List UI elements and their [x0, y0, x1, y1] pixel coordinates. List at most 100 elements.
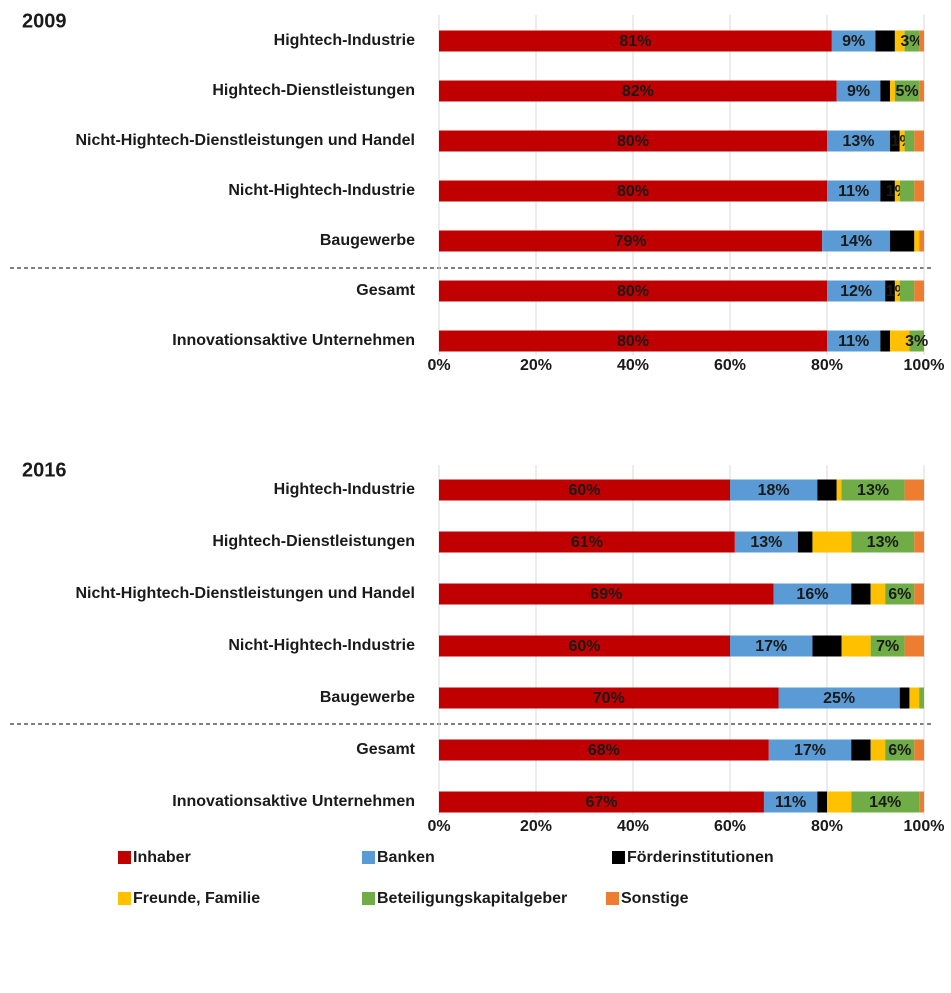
bar-segment — [851, 531, 915, 553]
bar-segment — [439, 739, 769, 761]
legend-label: Sonstige — [621, 890, 689, 907]
bar-segment — [919, 687, 924, 709]
bar-segment — [894, 80, 920, 102]
data-label: 82% — [622, 83, 654, 100]
legend-label: Inhaber — [133, 849, 191, 866]
legend-swatch — [612, 851, 625, 864]
bar-segment — [919, 791, 924, 813]
data-label: 67% — [585, 794, 617, 811]
bar-segment — [812, 531, 852, 553]
bar-segment — [439, 330, 827, 352]
category-label: Hightech-Dienstleistungen — [212, 82, 415, 99]
x-tick-label: 80% — [811, 357, 843, 374]
x-tick-label: 100% — [904, 818, 945, 835]
bar-segment — [890, 230, 915, 252]
bar-segment — [439, 583, 774, 605]
legend-swatch — [362, 851, 375, 864]
bar-segment — [909, 687, 920, 709]
data-label: 9% — [842, 33, 865, 50]
data-label: 14% — [840, 233, 872, 250]
legend-label: Beteiligungskapitalgeber — [377, 890, 567, 907]
data-label: 6% — [888, 742, 911, 759]
x-tick-label: 20% — [520, 818, 552, 835]
data-label: 3% — [905, 333, 928, 350]
data-label: 11% — [775, 794, 806, 811]
bar-segment — [919, 30, 924, 52]
bar-segment — [822, 230, 891, 252]
bar-segment — [439, 130, 827, 152]
category-label: Hightech-Dienstleistungen — [212, 533, 415, 550]
chart-title: 2009 — [22, 10, 67, 32]
data-label: 17% — [794, 742, 826, 759]
bar-segment — [851, 583, 871, 605]
bar-segment — [439, 230, 823, 252]
x-tick-label: 60% — [714, 818, 746, 835]
x-tick-label: 100% — [904, 357, 945, 374]
bar-segment — [797, 531, 813, 553]
bar-segment — [880, 180, 895, 202]
category-label: Hightech-Industrie — [274, 481, 415, 498]
bar-segment — [899, 180, 915, 202]
bar-segment — [841, 635, 871, 657]
legend-swatch — [362, 892, 375, 905]
legend-label: Freunde, Familie — [133, 890, 260, 907]
data-label: 11% — [838, 333, 869, 350]
bar-segment — [914, 739, 924, 761]
category-label: Nicht-Hightech-Industrie — [228, 182, 415, 199]
bar-segment — [890, 130, 900, 152]
bar-segment — [890, 330, 910, 352]
bar-segment — [439, 531, 735, 553]
data-label: 6% — [888, 586, 911, 603]
bar-segment — [841, 479, 905, 501]
legend-swatch — [118, 892, 131, 905]
bar-segment — [919, 80, 924, 102]
bar-segment — [914, 280, 924, 302]
data-label: 60% — [568, 482, 600, 499]
bar-segment — [880, 80, 891, 102]
bar-segment — [817, 479, 837, 501]
bar-segment — [885, 280, 895, 302]
bar-segment — [439, 30, 832, 52]
category-label: Nicht-Hightech-Industrie — [228, 637, 415, 654]
bar-segment — [730, 635, 813, 657]
bar-segment — [914, 583, 924, 605]
bar-segment — [914, 130, 924, 152]
data-label: 7% — [876, 638, 899, 655]
category-label: Hightech-Industrie — [274, 32, 415, 49]
data-label: 13% — [867, 534, 899, 551]
bar-segment — [439, 687, 779, 709]
data-label: 80% — [617, 333, 649, 350]
bar-segment — [439, 80, 837, 102]
data-label: 80% — [617, 183, 649, 200]
data-label: 61% — [571, 534, 603, 551]
bar-segment — [831, 30, 876, 52]
bar-segment — [730, 479, 818, 501]
bar-segment — [870, 583, 886, 605]
data-label: 9% — [847, 83, 870, 100]
category-label: Gesamt — [356, 741, 415, 758]
bar-segment — [885, 739, 915, 761]
data-label: 80% — [617, 283, 649, 300]
data-label: 79% — [615, 233, 647, 250]
data-label: 11% — [838, 183, 869, 200]
bar-segment — [904, 479, 924, 501]
x-tick-label: 0% — [427, 357, 450, 374]
x-tick-label: 0% — [427, 818, 450, 835]
bar-segment — [919, 230, 924, 252]
category-label: Nicht-Hightech-Dienstleistungen und Hand… — [75, 585, 415, 602]
bar-segment — [875, 30, 895, 52]
bar-segment — [439, 479, 730, 501]
bar-segment — [778, 687, 900, 709]
legend-label: Banken — [377, 849, 435, 866]
bar-segment — [827, 330, 881, 352]
bar-segment — [890, 80, 895, 102]
bar-segment — [894, 30, 905, 52]
bar-segment — [851, 739, 871, 761]
bar-segment — [851, 791, 920, 813]
bar-segment — [812, 635, 842, 657]
data-label: 69% — [590, 586, 622, 603]
bar-segment — [734, 531, 798, 553]
category-label: Gesamt — [356, 282, 415, 299]
bar-segment — [827, 180, 881, 202]
bar-segment — [439, 180, 827, 202]
